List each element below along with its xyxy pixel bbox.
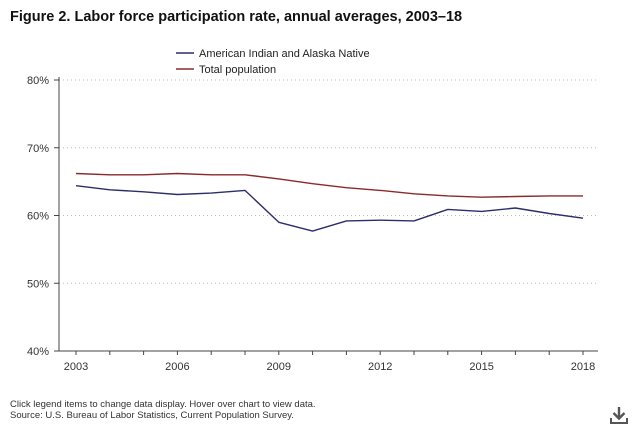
- legend-label: Total population: [199, 64, 276, 76]
- data-point[interactable]: Total population, 2012: 63.7%: [377, 187, 383, 193]
- data-point[interactable]: American Indian and Alaska Native, 2004:…: [107, 187, 113, 193]
- legend-label: American Indian and Alaska Native: [199, 48, 370, 60]
- data-point[interactable]: Total population, 2016: 62.8%: [512, 194, 518, 200]
- y-tick-label: 80%: [27, 75, 49, 87]
- y-tick-label: 40%: [27, 346, 49, 358]
- y-tick-label: 70%: [27, 143, 49, 155]
- x-tick-label: 2018: [571, 361, 595, 373]
- data-point[interactable]: Total population, 2014: 62.9%: [445, 193, 451, 199]
- data-point[interactable]: Total population, 2003: 66.2%: [73, 170, 79, 176]
- data-point[interactable]: American Indian and Alaska Native, 2010:…: [310, 228, 316, 234]
- data-point[interactable]: Total population, 2005: 66%: [141, 172, 147, 178]
- y-tick-label: 60%: [27, 211, 49, 223]
- series-line-0[interactable]: [75, 185, 584, 232]
- data-point[interactable]: American Indian and Alaska Native, 2016:…: [512, 205, 518, 211]
- x-tick-label: 2009: [267, 361, 291, 373]
- download-icon: [610, 407, 628, 424]
- data-point[interactable]: Total population, 2015: 62.7%: [479, 194, 485, 200]
- data-point[interactable]: American Indian and Alaska Native, 2009:…: [276, 219, 282, 225]
- data-point[interactable]: Total population, 2009: 65.4%: [276, 176, 282, 182]
- data-point[interactable]: Total population, 2008: 66%: [242, 172, 248, 178]
- data-point[interactable]: Total population, 2013: 63.2%: [411, 191, 417, 197]
- data-point[interactable]: American Indian and Alaska Native, 2018:…: [580, 215, 586, 221]
- data-point[interactable]: American Indian and Alaska Native, 2014:…: [445, 206, 451, 212]
- figure-title: Figure 2. Labor force participation rate…: [10, 9, 463, 25]
- legend-item-1[interactable]: Total population: [176, 64, 276, 76]
- data-point[interactable]: American Indian and Alaska Native, 2013:…: [411, 218, 417, 224]
- data-point[interactable]: Total population, 2010: 64.7%: [310, 181, 316, 187]
- chart-notes: Click legend items to change data displa…: [10, 399, 316, 421]
- instructions-note: Click legend items to change data displa…: [10, 399, 316, 410]
- axes: [58, 77, 598, 352]
- line-chart[interactable]: American Indian and Alaska Native Total p…: [0, 0, 640, 395]
- x-tick-label: 2006: [165, 361, 189, 373]
- source-note: Source: U.S. Bureau of Labor Statistics,…: [10, 410, 294, 421]
- data-point[interactable]: American Indian and Alaska Native, 2007:…: [208, 190, 214, 196]
- legend: American Indian and Alaska Native Total p…: [176, 48, 370, 76]
- x-tick-label: 2015: [469, 361, 493, 373]
- data-point[interactable]: American Indian and Alaska Native, 2006:…: [174, 191, 180, 197]
- y-axis-ticks: 40% 50% 60% 70% 80%: [27, 75, 59, 358]
- data-point[interactable]: Total population, 2018: 62.9%: [580, 193, 586, 199]
- data-point[interactable]: Total population, 2006: 66.2%: [174, 170, 180, 176]
- data-point[interactable]: American Indian and Alaska Native, 2011:…: [343, 218, 349, 224]
- x-axis-ticks: 2003 2006 2009 2012 2015 2018: [64, 351, 595, 373]
- data-point[interactable]: American Indian and Alaska Native, 2015:…: [479, 208, 485, 214]
- x-tick-label: 2003: [64, 361, 88, 373]
- grid-lines: [59, 79, 598, 284]
- data-point[interactable]: Total population, 2007: 66%: [208, 172, 214, 178]
- download-button[interactable]: [608, 404, 630, 426]
- data-point[interactable]: American Indian and Alaska Native, 2005:…: [141, 189, 147, 195]
- data-point[interactable]: American Indian and Alaska Native, 2017:…: [546, 210, 552, 216]
- data-point[interactable]: Total population, 2017: 62.9%: [546, 193, 552, 199]
- data-point[interactable]: Total population, 2011: 64.1%: [343, 185, 349, 191]
- legend-item-0[interactable]: American Indian and Alaska Native: [176, 48, 370, 60]
- series-lines: American Indian and Alaska Native, 2003:…: [73, 170, 586, 234]
- series-line-1[interactable]: [75, 172, 583, 198]
- x-tick-label: 2012: [368, 361, 392, 373]
- data-point[interactable]: Total population, 2004: 66%: [107, 172, 113, 178]
- data-point[interactable]: American Indian and Alaska Native, 2003:…: [73, 183, 79, 189]
- data-point[interactable]: American Indian and Alaska Native, 2008:…: [242, 187, 248, 193]
- data-point[interactable]: American Indian and Alaska Native, 2012:…: [377, 217, 383, 223]
- y-tick-label: 50%: [27, 278, 49, 290]
